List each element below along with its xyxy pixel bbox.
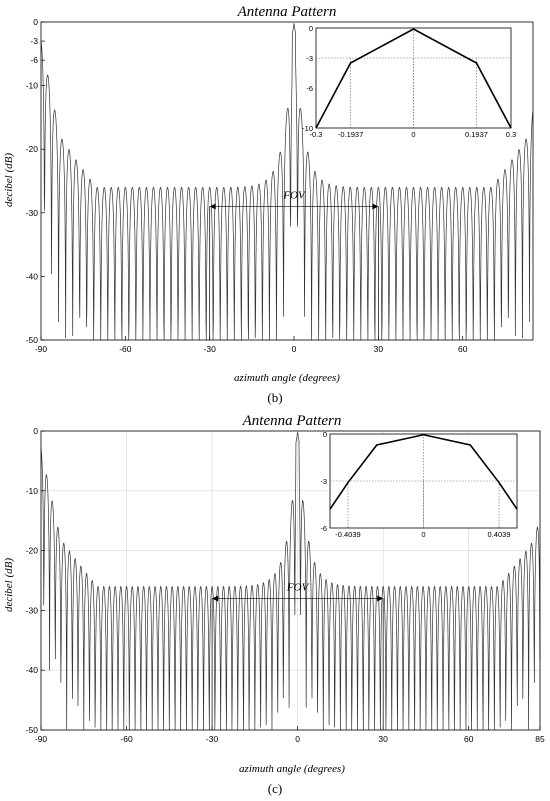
y-tick-label: 0	[33, 426, 38, 436]
chart-b-panel-label: (b)	[267, 390, 282, 405]
inset-y-tick-label: -3	[306, 54, 313, 63]
x-tick-label: -90	[35, 734, 48, 744]
x-tick-label: 60	[458, 344, 468, 354]
x-tick-label: 85	[535, 734, 545, 744]
inset-x-tick-label: 0	[421, 530, 425, 539]
inset-y-tick-label: -6	[320, 524, 327, 533]
fov-arrowhead-left	[212, 595, 219, 602]
chart-b-title: Antenna Pattern	[237, 4, 337, 20]
y-tick-label: -20	[26, 144, 39, 154]
inset-x-tick-label: -0.1937	[338, 130, 363, 139]
fov-arrowhead-right	[372, 203, 379, 210]
pattern-series-line	[40, 432, 541, 731]
inset-y-tick-label: -10	[302, 124, 313, 133]
x-tick-label: 60	[464, 734, 474, 744]
y-tick-label: -10	[26, 81, 39, 91]
y-tick-label: -30	[26, 208, 39, 218]
y-tick-label: 0	[33, 17, 38, 27]
inset-x-tick-label: 0.1937	[465, 130, 488, 139]
chart-c-title: Antenna Pattern	[242, 413, 342, 429]
x-tick-label: -60	[119, 344, 132, 354]
chart-c-xlabel: azimuth angle (degrees)	[239, 763, 345, 775]
x-tick-label: -30	[206, 734, 219, 744]
antenna-pattern-chart-c: Antenna Pattern azimuth angle (degrees) …	[3, 413, 545, 796]
x-tick-label: 0	[295, 734, 300, 744]
pattern-series-line	[40, 23, 534, 341]
inset-y-tick-label: -3	[320, 477, 327, 486]
fov-label: FOV	[282, 189, 306, 201]
x-tick-label: 30	[374, 344, 384, 354]
x-tick-label: 0	[292, 344, 297, 354]
inset-x-tick-label: 0.3	[506, 130, 516, 139]
inset-x-tick-label: 0	[411, 130, 415, 139]
antenna-pattern-chart-b: Antenna Pattern azimuth angle (degrees) …	[3, 4, 534, 405]
inset-x-tick-label: -0.4039	[335, 530, 360, 539]
y-tick-label: -30	[26, 605, 39, 615]
fov-arrowhead-right	[377, 595, 384, 602]
y-tick-label: -50	[26, 725, 39, 735]
inset-main-lobe-line	[329, 433, 518, 510]
plot-frame	[40, 430, 541, 731]
x-tick-label: 30	[378, 734, 388, 744]
y-tick-label: -10	[26, 486, 39, 496]
x-tick-label: -30	[204, 344, 217, 354]
inset-y-tick-label: 0	[309, 24, 313, 33]
inset-x-tick-label: -0.3	[310, 130, 323, 139]
fov-label: FOV	[286, 581, 310, 593]
plot-frame	[40, 21, 534, 341]
fov-arrowhead-left	[209, 203, 216, 210]
y-tick-label: -40	[26, 271, 39, 281]
inset-y-tick-label: -6	[306, 84, 313, 93]
y-tick-label: -20	[26, 546, 39, 556]
y-tick-label: -40	[26, 665, 39, 675]
chart-b-ylabel: decibel (dB)	[3, 153, 15, 207]
x-tick-label: -60	[120, 734, 133, 744]
y-tick-label: -3	[30, 36, 38, 46]
inset-y-tick-label: 0	[323, 430, 327, 439]
inset-frame	[315, 27, 512, 129]
chart-c-ylabel: decibel (dB)	[3, 558, 15, 612]
inset-x-tick-label: 0.4039	[488, 530, 511, 539]
y-tick-label: -6	[30, 55, 38, 65]
inset-main-lobe-line	[315, 28, 512, 129]
chart-b-xlabel: azimuth angle (degrees)	[234, 372, 340, 384]
x-tick-label: -90	[35, 344, 48, 354]
y-tick-label: -50	[26, 335, 39, 345]
chart-c-panel-label: (c)	[268, 781, 282, 796]
